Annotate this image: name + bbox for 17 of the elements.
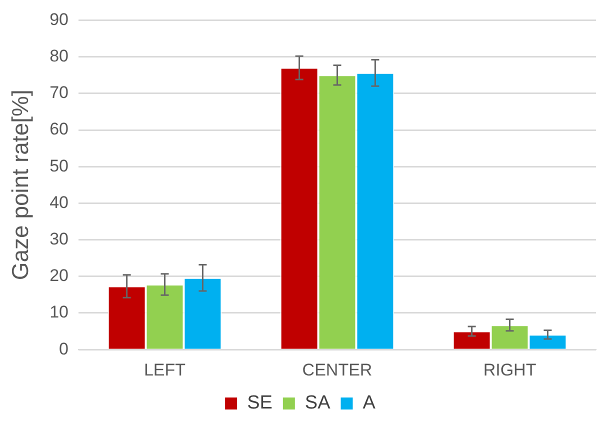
legend-label: A <box>362 392 376 414</box>
y-tick-label: 0 <box>59 339 69 358</box>
y-tick-label: 20 <box>50 266 69 286</box>
y-tick-label: 60 <box>50 120 69 139</box>
y-tick-label: 50 <box>50 156 69 176</box>
legend-label: SE <box>247 392 272 414</box>
y-tick-label: 40 <box>50 192 69 212</box>
x-tick-label: CENTER <box>302 360 372 380</box>
x-tick-label: LEFT <box>144 360 186 380</box>
x-tick-label: RIGHT <box>483 360 536 380</box>
y-tick-label: 30 <box>50 229 69 248</box>
y-tick-label: 90 <box>50 10 69 29</box>
legend-label: SA <box>304 392 331 414</box>
y-axis-title: Gaze point rate[%] <box>7 90 34 280</box>
y-tick-label: 70 <box>50 83 69 102</box>
y-tick-label: 80 <box>50 46 69 66</box>
y-tick-label: 10 <box>50 302 69 322</box>
